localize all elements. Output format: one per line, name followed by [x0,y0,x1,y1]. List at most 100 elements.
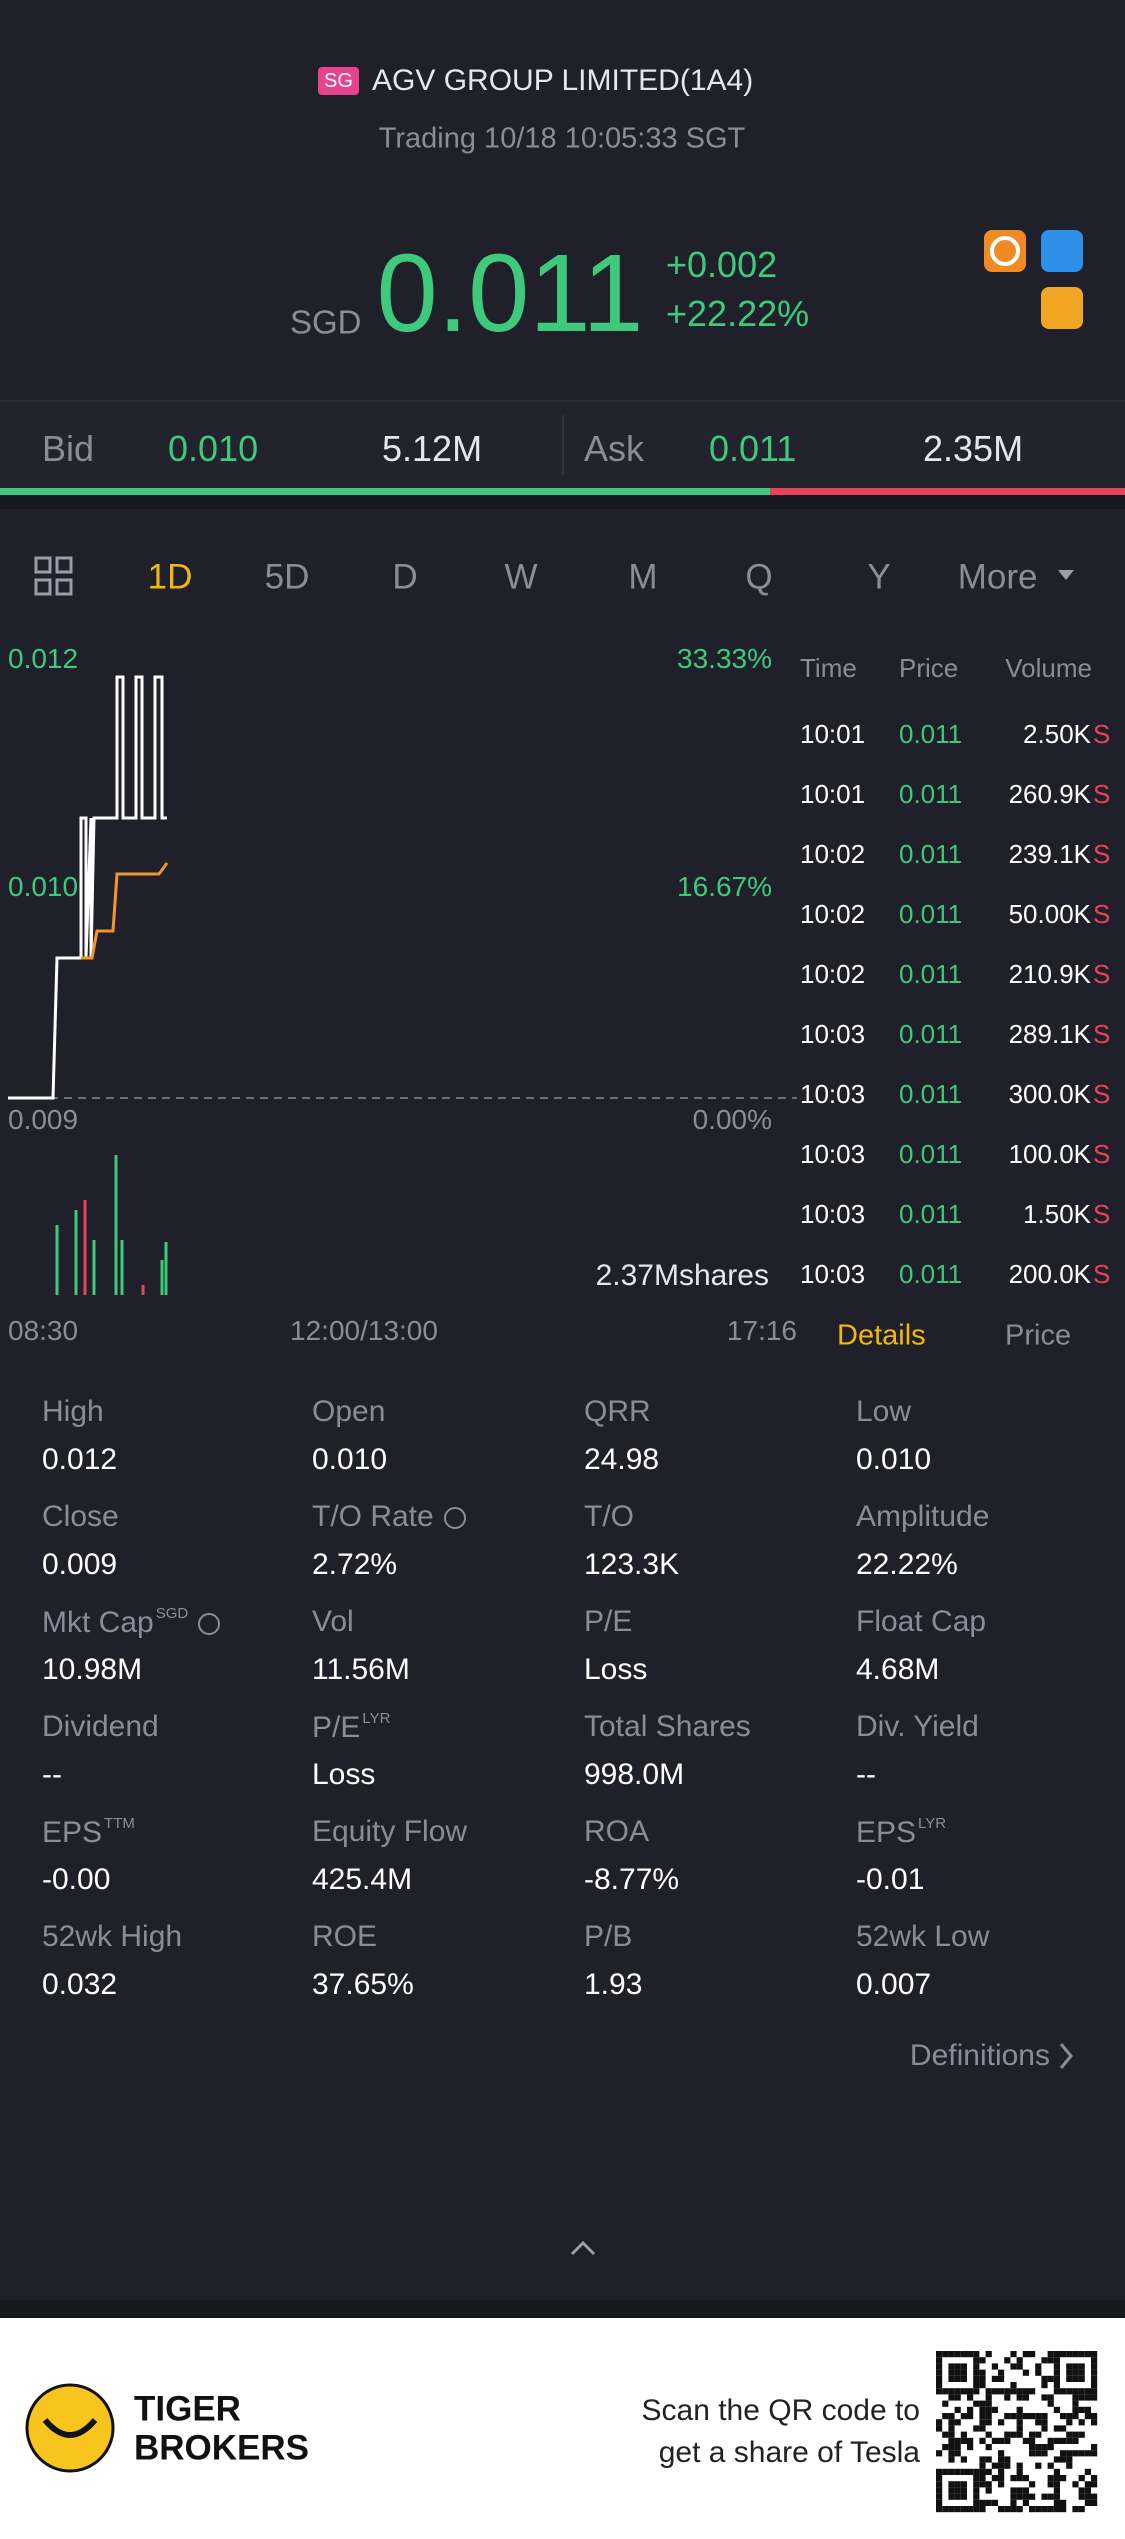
period-tab[interactable]: W [504,557,538,597]
qr-module [1091,2419,1098,2426]
qr-module [1053,2357,1060,2364]
icon [34,556,52,574]
qr-module [991,2437,998,2444]
qr-module [948,2425,955,2432]
trade-price: 0.011 [899,719,963,749]
stat-label: Div. Yield [856,1710,979,1743]
bid-price: 0.010 [168,428,259,469]
grid-icon[interactable] [34,556,73,596]
qr-module [1078,2487,1085,2494]
price-change: +0.002 [666,244,778,285]
qr-module [1041,2444,1048,2451]
qr-module [973,2357,980,2364]
qr-module [960,2487,967,2494]
stat-label: Total Shares [584,1710,751,1743]
qr-module [1035,2462,1042,2469]
qr-module [1084,2450,1091,2457]
qr-module [1060,2425,1067,2432]
expand-caret[interactable] [570,2240,596,2256]
qr-module [1004,2413,1011,2420]
stat-value: 425.4M [312,1863,413,1896]
qr-module [1072,2413,1079,2420]
period-tab[interactable]: M [628,557,658,597]
avg-line [81,862,169,960]
stat-label: 52wk High [42,1920,183,1953]
qr-module [998,2437,1005,2444]
trade-tab[interactable]: Price [1005,1319,1072,1352]
info-icon[interactable] [443,1507,466,1530]
qr-module [967,2468,974,2475]
icon [34,578,52,596]
qr-module [1053,2369,1060,2376]
period-tab[interactable]: 1D [147,557,193,597]
stat-label-sup: SGD [155,1605,189,1622]
qr-module [1004,2437,1011,2444]
trade-tab[interactable]: Details [837,1319,926,1352]
trade-price: 0.011 [899,899,963,929]
qr-module [1029,2481,1036,2488]
qr-module [1053,2406,1060,2413]
bid-size: 5.12M [382,428,483,469]
qr-module [1084,2487,1091,2494]
qr-module [1084,2468,1091,2475]
stat-value: 1.93 [584,1968,643,2001]
qr-module [954,2493,961,2500]
qr-module [948,2506,955,2513]
qr-module [985,2400,992,2407]
qr-module [960,2437,967,2444]
icon [990,236,1020,266]
stat-value: 0.012 [42,1443,118,1476]
qr-module [948,2456,955,2463]
qr-module [1041,2394,1048,2401]
pct-axis-label: 0.00% [692,1104,772,1135]
logo [25,2383,115,2473]
period-tab[interactable]: Y [867,557,891,597]
period-tab[interactable]: Q [745,557,773,597]
qr-module [960,2375,967,2382]
qr-module [1004,2388,1011,2395]
qr-module [1084,2481,1091,2488]
market-badge: SG [318,67,359,95]
qr-module [1010,2487,1017,2494]
qr-module [1047,2437,1054,2444]
period-tab[interactable]: D [392,557,418,597]
trade-side: S [1093,719,1111,749]
qr-module [979,2456,986,2463]
qr-module [1078,2388,1085,2395]
brand-name: BROKERS [134,2428,310,2468]
divider [0,400,1125,402]
qr-module [1004,2462,1011,2469]
qr-module [948,2444,955,2451]
qr-module [985,2481,992,2488]
qr-module [998,2419,1005,2426]
qr-module [1047,2493,1054,2500]
qr-module [1004,2357,1011,2364]
period-tab[interactable]: More [957,557,1038,597]
qr-module [979,2375,986,2382]
trade-volume: 210.9K [1008,959,1091,989]
qr-module [967,2413,974,2420]
qr-module [936,2419,943,2426]
info-icon[interactable] [198,1613,221,1636]
definitions-link[interactable]: Definitions [909,2039,1050,2072]
qr-module [1066,2369,1073,2376]
trade-price: 0.011 [899,779,963,809]
stat-value: Loss [584,1653,648,1686]
qr-module [1022,2499,1029,2506]
trade-header: Time [800,653,857,683]
icon [1041,230,1083,272]
qr-module [979,2425,986,2432]
price-line [8,675,167,1100]
qr-module [998,2462,1005,2469]
qr-module [1047,2444,1054,2451]
qr-module [991,2462,998,2469]
stat-label: Mkt Cap SGD [42,1605,221,1638]
qr-module [1066,2413,1073,2420]
qr-module [985,2419,992,2426]
stat-value: 0.009 [42,1548,118,1581]
qr-module [1060,2475,1067,2482]
qr-module [1072,2506,1079,2513]
period-tab[interactable]: 5D [264,557,310,597]
qr-module [1072,2400,1079,2407]
qr-module [967,2351,974,2358]
